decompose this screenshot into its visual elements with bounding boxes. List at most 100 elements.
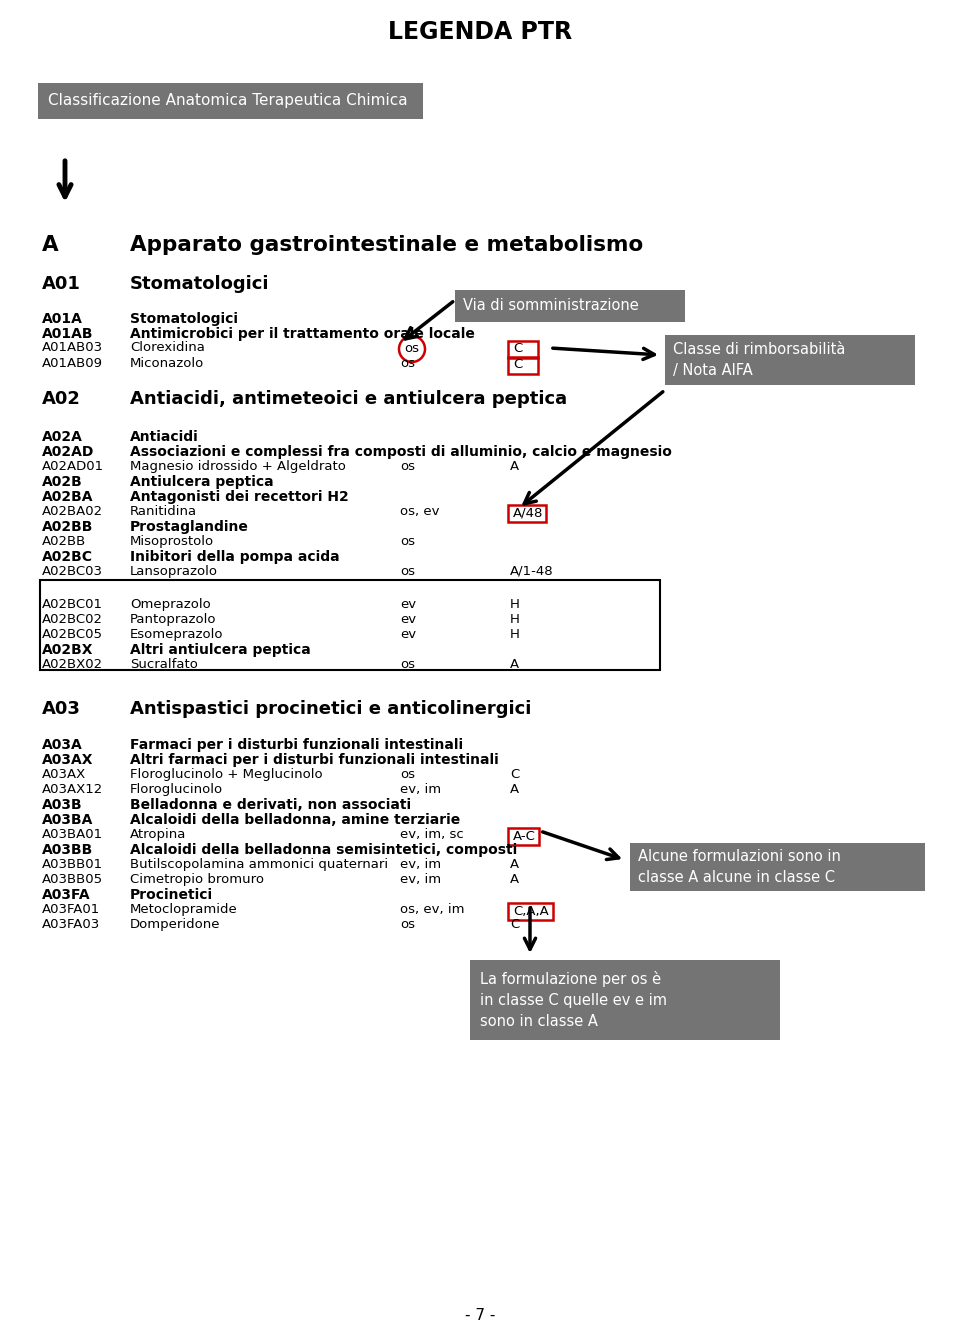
Text: - 7 -: - 7 - — [465, 1308, 495, 1322]
Text: Cimetropio bromuro: Cimetropio bromuro — [130, 873, 264, 886]
Text: A03: A03 — [42, 700, 81, 718]
Text: ev, im: ev, im — [400, 858, 442, 870]
Text: C: C — [513, 359, 522, 372]
Text: Antimicrobici per il trattamento orale locale: Antimicrobici per il trattamento orale l… — [130, 327, 475, 341]
Text: A03A: A03A — [42, 738, 83, 752]
Text: A01AB09: A01AB09 — [42, 357, 103, 371]
Text: A02BC03: A02BC03 — [42, 565, 103, 579]
Text: Altri antiulcera peptica: Altri antiulcera peptica — [130, 643, 311, 657]
Text: ev: ev — [400, 613, 416, 627]
Text: H: H — [510, 599, 520, 611]
Text: Belladonna e derivati, non associati: Belladonna e derivati, non associati — [130, 798, 411, 812]
Text: A02BA: A02BA — [42, 491, 93, 504]
Text: Atropina: Atropina — [130, 828, 186, 841]
Text: A03BA01: A03BA01 — [42, 828, 103, 841]
Text: C: C — [513, 343, 522, 356]
Bar — [470, 960, 780, 1040]
Text: os: os — [400, 768, 415, 781]
Text: Misoprostolo: Misoprostolo — [130, 535, 214, 548]
Text: os: os — [400, 357, 415, 371]
Text: os: os — [404, 343, 420, 356]
Bar — [630, 842, 925, 890]
Text: os: os — [400, 460, 415, 473]
Text: os: os — [400, 565, 415, 579]
Text: A03BB01: A03BB01 — [42, 858, 103, 870]
Text: A/48: A/48 — [513, 507, 543, 520]
Text: Antagonisti dei recettori H2: Antagonisti dei recettori H2 — [130, 491, 348, 504]
Bar — [38, 83, 423, 119]
Bar — [455, 291, 685, 323]
Text: A: A — [42, 235, 59, 255]
Text: Stomatologici: Stomatologici — [130, 275, 270, 293]
Bar — [508, 902, 553, 920]
Text: Esomeprazolo: Esomeprazolo — [130, 628, 224, 641]
Text: ev, im: ev, im — [400, 873, 442, 886]
Text: A03FA: A03FA — [42, 888, 90, 902]
Text: Farmaci per i disturbi funzionali intestinali: Farmaci per i disturbi funzionali intest… — [130, 738, 463, 752]
Text: Antiacidi, antimeteoici e antiulcera peptica: Antiacidi, antimeteoici e antiulcera pep… — [130, 391, 567, 408]
Text: A-C: A-C — [513, 829, 536, 842]
Text: Associazioni e complessi fra composti di alluminio, calcio e magnesio: Associazioni e complessi fra composti di… — [130, 445, 672, 459]
Text: ev: ev — [400, 628, 416, 641]
Text: A01AB: A01AB — [42, 327, 93, 341]
Text: Magnesio idrossido + Algeldrato: Magnesio idrossido + Algeldrato — [130, 460, 346, 473]
Text: A02BX02: A02BX02 — [42, 659, 103, 670]
Text: A: A — [510, 873, 519, 886]
Text: A: A — [510, 858, 519, 870]
Text: A02BC02: A02BC02 — [42, 613, 103, 627]
Text: Floroglucinolo: Floroglucinolo — [130, 782, 223, 796]
Text: Apparato gastrointestinale e metabolismo: Apparato gastrointestinale e metabolismo — [130, 235, 643, 255]
Text: LEGENDA PTR: LEGENDA PTR — [388, 20, 572, 44]
Text: A/1-48: A/1-48 — [510, 565, 554, 579]
Text: C,A,A: C,A,A — [513, 905, 549, 917]
Text: A02BX: A02BX — [42, 643, 93, 657]
Text: A02BC: A02BC — [42, 551, 93, 564]
Text: Inibitori della pompa acida: Inibitori della pompa acida — [130, 551, 340, 564]
Text: A02: A02 — [42, 391, 81, 408]
Text: A: A — [510, 460, 519, 473]
Text: os, ev: os, ev — [400, 505, 440, 519]
Text: Ranitidina: Ranitidina — [130, 505, 197, 519]
Text: A01AB03: A01AB03 — [42, 341, 103, 355]
Text: A03FA03: A03FA03 — [42, 918, 100, 930]
Text: os, ev, im: os, ev, im — [400, 902, 465, 916]
Text: H: H — [510, 613, 520, 627]
Bar — [40, 580, 660, 670]
Text: ev, im: ev, im — [400, 782, 442, 796]
Text: os: os — [400, 535, 415, 548]
Text: Metoclopramide: Metoclopramide — [130, 902, 238, 916]
Text: Classe di rimborsabilità
/ Nota AIFA: Classe di rimborsabilità / Nota AIFA — [673, 343, 846, 379]
Text: A03AX12: A03AX12 — [42, 782, 104, 796]
Text: A02BB: A02BB — [42, 520, 93, 535]
Text: os: os — [400, 659, 415, 670]
Text: Miconazolo: Miconazolo — [130, 357, 204, 371]
Text: A02BA02: A02BA02 — [42, 505, 103, 519]
Text: La formulazione per os è
in classe C quelle ev e im
sono in classe A: La formulazione per os è in classe C que… — [480, 970, 667, 1029]
Text: Floroglucinolo + Meglucinolo: Floroglucinolo + Meglucinolo — [130, 768, 323, 781]
Text: Stomatologici: Stomatologici — [130, 312, 238, 327]
Text: A02BC05: A02BC05 — [42, 628, 103, 641]
Text: Prostaglandine: Prostaglandine — [130, 520, 249, 535]
Text: A03AX: A03AX — [42, 768, 86, 781]
Text: Procinetici: Procinetici — [130, 888, 213, 902]
Text: Alcaloidi della belladonna, amine terziarie: Alcaloidi della belladonna, amine terzia… — [130, 813, 460, 826]
Bar — [508, 340, 538, 357]
Text: A02AD01: A02AD01 — [42, 460, 104, 473]
Text: ev, im, sc: ev, im, sc — [400, 828, 464, 841]
Text: A02AD: A02AD — [42, 445, 94, 459]
Text: A: A — [510, 782, 519, 796]
Text: A02BC01: A02BC01 — [42, 599, 103, 611]
Bar — [508, 504, 546, 521]
Bar — [508, 356, 538, 373]
Text: Butilscopolamina ammonici quaternari: Butilscopolamina ammonici quaternari — [130, 858, 388, 870]
Text: Sucralfato: Sucralfato — [130, 659, 198, 670]
Text: A02BB: A02BB — [42, 535, 86, 548]
Text: A02B: A02B — [42, 475, 83, 489]
Text: H: H — [510, 628, 520, 641]
Text: Antiacidi: Antiacidi — [130, 431, 199, 444]
Text: Alcaloidi della belladonna semisintetici, composti: Alcaloidi della belladonna semisintetici… — [130, 842, 517, 857]
Text: Antispastici procinetici e anticolinergici: Antispastici procinetici e anticolinergi… — [130, 700, 532, 718]
Text: Omeprazolo: Omeprazolo — [130, 599, 211, 611]
Text: A03B: A03B — [42, 798, 83, 812]
Text: A01: A01 — [42, 275, 81, 293]
